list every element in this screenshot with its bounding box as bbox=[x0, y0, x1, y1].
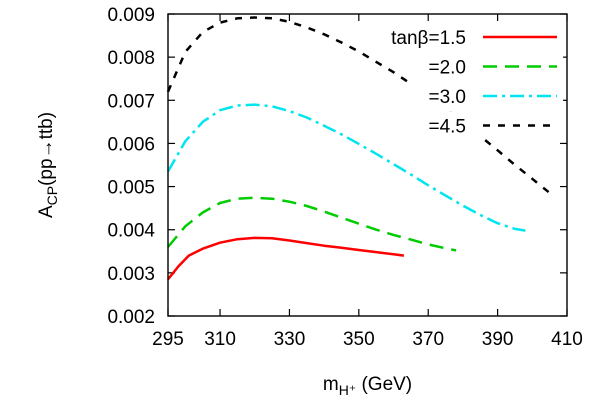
series-line-1 bbox=[167, 196, 457, 252]
series-line-2 bbox=[166, 103, 526, 232]
x-tick-label: 295 bbox=[152, 329, 184, 350]
series-line-0 bbox=[167, 236, 405, 281]
y-tick-label: 0.002 bbox=[107, 307, 155, 328]
legend-label-2: =3.0 bbox=[428, 87, 466, 108]
legend-label-3: =4.5 bbox=[428, 117, 466, 138]
y-tick-label: 0.009 bbox=[107, 5, 155, 26]
ticks-layer: 295 310 330 350 370 390 410 0.002 0.003 0.004 0.00… bbox=[107, 5, 582, 350]
x-axis-title-sub: H⁺ bbox=[339, 382, 357, 398]
x-tick-label: 350 bbox=[343, 329, 375, 350]
y-axis-title: ACP(pp→ttb) bbox=[36, 112, 60, 218]
y-tick-label: 0.007 bbox=[107, 91, 155, 112]
y-tick-label: 0.004 bbox=[107, 221, 155, 242]
x-tick-label: 390 bbox=[482, 329, 514, 350]
series-line-3 bbox=[166, 16, 551, 194]
x-tick-label: 330 bbox=[274, 329, 306, 350]
x-axis-title: mH⁺ (GeV) bbox=[323, 374, 412, 398]
series-layer bbox=[166, 16, 551, 281]
y-tick-label: 0.006 bbox=[107, 134, 155, 155]
y-axis-title-sub: CP bbox=[44, 186, 60, 205]
y-tick-label: 0.005 bbox=[107, 178, 155, 199]
x-tick-label: 310 bbox=[204, 329, 236, 350]
y-axis-title-tail: (pp→ttb) bbox=[36, 112, 57, 186]
y-axis-title-main: A bbox=[36, 205, 57, 218]
legend: tanβ=1.5 =2.0 =3.0 =4.5 bbox=[391, 23, 563, 138]
legend-label-0: tanβ=1.5 bbox=[391, 28, 466, 49]
x-axis-title-unit: (GeV) bbox=[356, 374, 412, 395]
x-axis-title-main: m bbox=[323, 374, 339, 395]
plot-frame bbox=[167, 13, 568, 317]
legend-label-1: =2.0 bbox=[428, 58, 466, 79]
y-tick-label: 0.008 bbox=[107, 48, 155, 69]
y-tick-label: 0.003 bbox=[107, 264, 155, 285]
x-tick-label: 410 bbox=[551, 329, 583, 350]
x-tick-label: 370 bbox=[412, 329, 444, 350]
